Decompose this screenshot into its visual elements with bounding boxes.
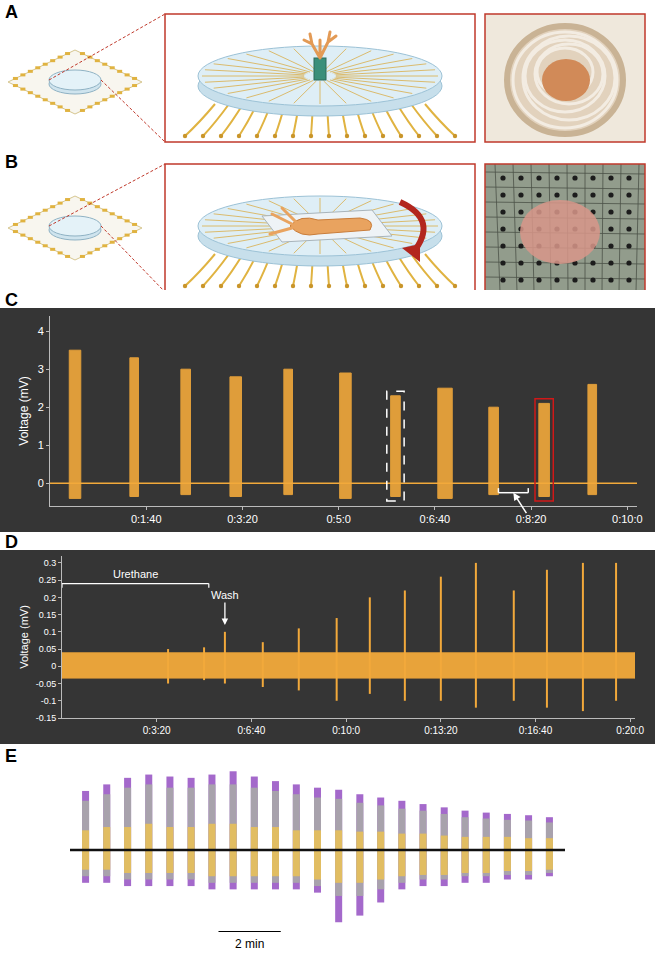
svg-text:0: 0 (38, 477, 44, 489)
svg-text:0:8:20: 0:8:20 (516, 513, 547, 525)
svg-text:4: 4 (38, 325, 44, 337)
svg-text:0:16:40: 0:16:40 (519, 725, 553, 736)
svg-text:-0.1: -0.1 (41, 696, 57, 706)
html-text:A: A (5, 2, 18, 22)
svg-text:-0.05: -0.05 (36, 679, 57, 689)
svg-text:Voltage (mV): Voltage (mV) (18, 605, 30, 669)
html-text:B: B (5, 152, 18, 172)
svg-text:0:10:0: 0:10:0 (332, 725, 360, 736)
svg-text:2: 2 (38, 401, 44, 413)
svg-text:0.15: 0.15 (39, 610, 57, 620)
svg-text:0:6:40: 0:6:40 (238, 725, 266, 736)
svg-text:0:5:0: 0:5:0 (326, 513, 350, 525)
svg-text:0:3:20: 0:3:20 (227, 513, 258, 525)
svg-text:0.25: 0.25 (39, 575, 57, 585)
svg-text:0.1: 0.1 (44, 627, 57, 637)
svg-text:Wash: Wash (211, 589, 239, 601)
svg-text:Urethane: Urethane (113, 568, 158, 580)
svg-text:0:1:40: 0:1:40 (131, 513, 162, 525)
svg-text:0:20:0: 0:20:0 (616, 725, 644, 736)
svg-text:Voltage (mV): Voltage (mV) (17, 376, 31, 445)
svg-text:2 min: 2 min (235, 937, 264, 951)
svg-text:0:6:40: 0:6:40 (420, 513, 451, 525)
svg-text:0:3:20: 0:3:20 (143, 725, 171, 736)
svg-text:-0.15: -0.15 (36, 713, 57, 723)
svg-text:0.3: 0.3 (44, 558, 57, 568)
svg-text:0.2: 0.2 (44, 593, 57, 603)
svg-text:1: 1 (38, 439, 44, 451)
svg-text:0:13:20: 0:13:20 (424, 725, 458, 736)
svg-text:0: 0 (51, 661, 56, 671)
svg-text:0:10:0: 0:10:0 (612, 513, 643, 525)
html-text:D: D (5, 532, 18, 552)
svg-text:0.05: 0.05 (39, 644, 57, 654)
html-text:C: C (5, 290, 18, 310)
html-text:E: E (5, 746, 17, 766)
svg-text:3: 3 (38, 363, 44, 375)
